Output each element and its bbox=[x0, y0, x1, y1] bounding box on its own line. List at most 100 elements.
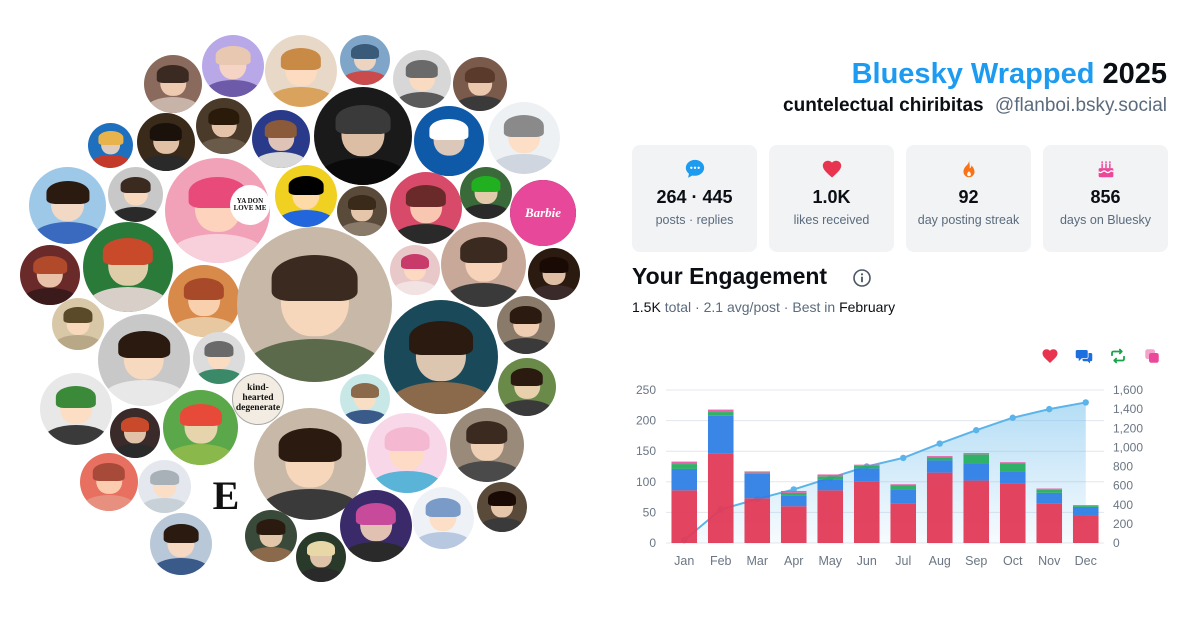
bar-segment bbox=[999, 483, 1026, 543]
y-tick-label: 250 bbox=[636, 383, 656, 397]
avatar bbox=[477, 482, 527, 532]
avatar bbox=[52, 298, 104, 350]
bar-segment bbox=[817, 490, 844, 543]
avatar bbox=[88, 123, 133, 168]
avatar-shirt bbox=[278, 209, 334, 227]
bar-segment bbox=[817, 479, 844, 491]
avatar bbox=[196, 98, 252, 154]
bar-segment bbox=[780, 492, 807, 496]
x-tick-label: Oct bbox=[1003, 554, 1023, 568]
avatar-shirt bbox=[140, 498, 189, 513]
quote-icon[interactable] bbox=[1143, 347, 1161, 365]
avatar-shirt bbox=[247, 547, 295, 562]
avatar bbox=[528, 248, 580, 300]
avatar-shirt bbox=[153, 557, 209, 575]
bar-segment bbox=[744, 472, 771, 474]
avatar bbox=[163, 390, 238, 465]
avatar bbox=[453, 57, 507, 111]
stat-label: likes received bbox=[793, 213, 870, 227]
bar-segment bbox=[999, 471, 1026, 484]
heart-icon[interactable] bbox=[1041, 347, 1059, 365]
repost-icon[interactable] bbox=[1109, 347, 1127, 365]
bar-segment bbox=[963, 453, 990, 455]
avatar bbox=[144, 55, 202, 113]
avatar-hair bbox=[179, 403, 222, 426]
avatar-shirt bbox=[318, 157, 408, 185]
avatar bbox=[441, 222, 526, 307]
display-name: cuntelectual chiribitas bbox=[783, 95, 984, 116]
avatar-shirt bbox=[342, 410, 388, 424]
cumulative-point bbox=[1082, 399, 1089, 406]
bar-segment bbox=[963, 463, 990, 481]
avatar bbox=[168, 265, 240, 337]
y2-tick-label: 400 bbox=[1113, 498, 1133, 512]
avatar bbox=[265, 35, 337, 107]
bar-segment bbox=[671, 468, 698, 491]
info-icon[interactable] bbox=[852, 268, 872, 288]
bar-segment bbox=[853, 465, 880, 469]
y-tick-label: 100 bbox=[636, 475, 656, 489]
bar-segment bbox=[999, 463, 1026, 472]
bar-segment bbox=[926, 460, 953, 473]
avatar-hair bbox=[120, 176, 151, 194]
avatar-hair bbox=[256, 519, 286, 535]
avatar bbox=[237, 227, 392, 382]
bar-segment bbox=[890, 503, 917, 543]
avatar-hair bbox=[149, 123, 183, 141]
speech-bubble-icon bbox=[685, 159, 704, 178]
avatar bbox=[137, 113, 195, 171]
avatar bbox=[340, 374, 390, 424]
avatar-shirt bbox=[393, 223, 459, 244]
y2-tick-label: 1,600 bbox=[1113, 383, 1143, 397]
avatar bbox=[110, 408, 160, 458]
bar-segment bbox=[926, 457, 953, 461]
avatar-hair bbox=[307, 541, 335, 556]
avatar-hair bbox=[355, 502, 397, 525]
avatar-hair bbox=[121, 417, 149, 432]
bar-segment bbox=[1072, 505, 1099, 506]
bar-segment bbox=[780, 490, 807, 493]
avatar-shirt bbox=[54, 335, 102, 350]
bar-segment bbox=[707, 412, 734, 416]
bar-segment bbox=[999, 462, 1026, 464]
avatar-hair bbox=[351, 383, 379, 398]
bar-segment bbox=[707, 453, 734, 543]
cumulative-point bbox=[936, 440, 943, 447]
user-handle[interactable]: @flanboi.bsky.social bbox=[994, 95, 1167, 116]
avatar bbox=[252, 110, 310, 168]
avatar-shirt bbox=[254, 151, 308, 168]
x-tick-label: Apr bbox=[784, 554, 803, 568]
avatar bbox=[340, 35, 390, 85]
user-identity: cuntelectual chiribitas @flanboi.bsky.so… bbox=[783, 95, 1167, 117]
avatar-shirt bbox=[198, 138, 250, 154]
avatar bbox=[80, 453, 138, 511]
x-tick-label: May bbox=[818, 554, 842, 568]
avatar-hair bbox=[348, 195, 376, 210]
x-tick-label: Sep bbox=[965, 554, 987, 568]
avatar-shirt bbox=[87, 286, 169, 312]
bar-segment bbox=[817, 474, 844, 477]
bar-segment bbox=[1036, 489, 1063, 493]
cake-icon bbox=[1097, 161, 1114, 178]
avatar-hair bbox=[271, 254, 358, 302]
y-tick-label: 150 bbox=[636, 444, 656, 458]
avatar-hair bbox=[156, 65, 190, 83]
x-tick-label: Jul bbox=[895, 554, 911, 568]
bar-segment bbox=[963, 454, 990, 464]
reply-icon[interactable] bbox=[1075, 347, 1093, 365]
cumulative-point bbox=[973, 426, 980, 434]
avatar-hair bbox=[33, 255, 67, 274]
brand-name: Bluesky Wrapped bbox=[851, 58, 1095, 90]
avatar bbox=[498, 358, 556, 416]
stat-label: posts · replies bbox=[655, 213, 734, 227]
avatar-hair bbox=[384, 427, 430, 452]
avatar-hair bbox=[208, 108, 240, 125]
avatar-hair bbox=[102, 238, 154, 266]
engagement-chart: 0 50 100 150 200 250 0 200 400 600 800 1,000 1,200 1,… bbox=[636, 383, 1143, 568]
y2-tick-label: 1,400 bbox=[1113, 402, 1143, 416]
avatar-hair bbox=[183, 277, 225, 300]
avatar-hair bbox=[459, 237, 508, 263]
avatar bbox=[202, 35, 264, 97]
x-tick-label: Nov bbox=[1038, 554, 1061, 568]
bar-segment bbox=[1036, 503, 1063, 543]
